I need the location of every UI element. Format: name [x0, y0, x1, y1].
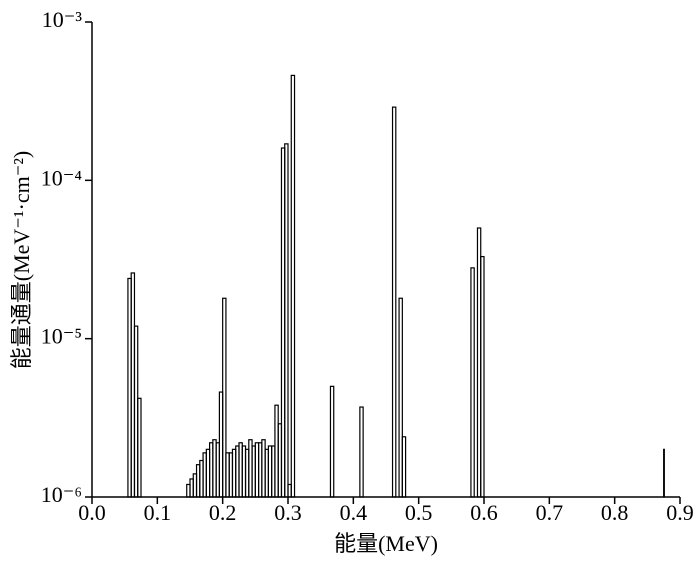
x-tick-label: 0.5 — [405, 500, 433, 525]
bar — [663, 448, 665, 498]
x-tick-label: 0.4 — [340, 500, 368, 525]
bar — [284, 143, 289, 498]
bar — [401, 436, 407, 498]
bar — [359, 406, 364, 498]
bar — [137, 397, 142, 498]
bar — [391, 106, 397, 498]
x-tick-label: 0.9 — [666, 500, 694, 525]
y-tick-label: 10⁻³ — [42, 7, 83, 32]
x-axis-label: 能量(MeV) — [334, 531, 438, 556]
x-tick-label: 0.2 — [209, 500, 237, 525]
bar — [480, 255, 485, 498]
x-tick-label: 0.6 — [470, 500, 498, 525]
x-tick-label: 0.0 — [78, 500, 106, 525]
y-tick-label: 10⁻⁵ — [41, 324, 82, 349]
x-tick-label: 0.8 — [601, 500, 629, 525]
x-tick-label: 0.3 — [274, 500, 302, 525]
bar — [470, 267, 475, 498]
bar — [222, 297, 227, 498]
bar — [398, 297, 403, 498]
y-axis-label: 能量通量(MeV⁻¹·cm⁻²) — [9, 151, 34, 370]
x-tick-label: 0.1 — [144, 500, 172, 525]
bar — [290, 74, 296, 498]
y-tick-label: 10⁻⁴ — [41, 165, 83, 190]
y-tick-label: 10⁻⁶ — [41, 482, 82, 507]
bar — [329, 385, 335, 498]
x-tick-label: 0.7 — [536, 500, 564, 525]
